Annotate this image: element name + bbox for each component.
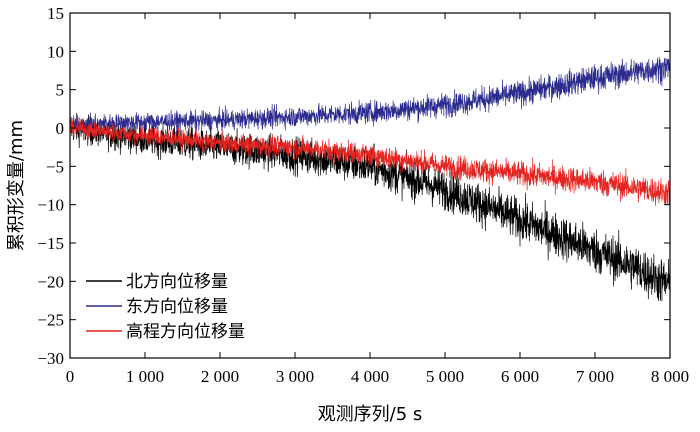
y-tick-label: 5: [56, 81, 65, 100]
y-tick-label: −15: [37, 234, 64, 253]
legend-label: 北方向位移量: [126, 272, 228, 292]
x-tick-label: 2 000: [201, 367, 239, 386]
y-tick-label: 0: [56, 119, 65, 138]
y-tick-label: −5: [46, 157, 64, 176]
y-tick-label: 10: [47, 42, 64, 61]
x-tick-label: 5 000: [426, 367, 464, 386]
series-line-1: [69, 112, 671, 306]
y-tick-label: 15: [47, 4, 64, 23]
x-tick-label: 7 000: [576, 367, 614, 386]
x-tick-label: 8 000: [651, 367, 689, 386]
x-axis-title: 观测序列/5 s: [318, 404, 423, 425]
x-tick-label: 4 000: [351, 367, 389, 386]
ticks-layer: 0 1 000 2 000 3 000 4 000 5 000 6 000 7 000 8 00…: [37, 4, 689, 386]
y-axis-title: 累积形变量/mm: [6, 120, 27, 251]
legend-label: 东方向位移量: [126, 297, 228, 317]
series-line-2: [69, 56, 671, 136]
series-line-3: [69, 116, 671, 206]
y-tick-label: −25: [37, 311, 64, 330]
x-tick-label: 0: [66, 367, 75, 386]
series-layer: [69, 56, 671, 306]
x-tick-label: 3 000: [276, 367, 314, 386]
x-tick-label: 6 000: [501, 367, 539, 386]
x-tick-label: 1 000: [126, 367, 164, 386]
legend-label: 高程方向位移量: [126, 322, 245, 342]
y-tick-label: −10: [37, 196, 64, 215]
y-tick-label: −30: [37, 349, 64, 368]
y-tick-label: −20: [37, 272, 64, 291]
